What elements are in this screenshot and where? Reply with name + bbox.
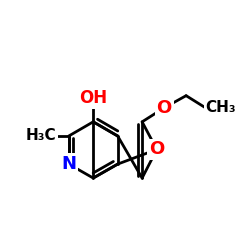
Text: OH: OH [79, 89, 107, 107]
Text: H₃C: H₃C [26, 128, 56, 144]
Text: CH₃: CH₃ [206, 100, 236, 116]
Text: N: N [61, 155, 76, 173]
Text: O: O [149, 140, 164, 158]
Text: O: O [156, 99, 172, 117]
